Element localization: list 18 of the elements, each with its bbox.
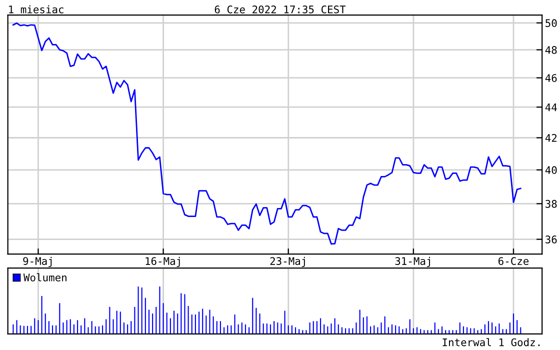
chart-subtitle: 6 Cze 2022 17:35 CEST [214, 5, 346, 14]
legend-label: Wolumen [23, 273, 66, 282]
x-tick-label: 23-Maj [270, 256, 305, 268]
y-tick-label: 44 [545, 104, 557, 112]
y-tick-label: 42 [545, 134, 557, 142]
y-tick-label: 40 [545, 166, 557, 174]
chart-title: 1 miesiac [9, 5, 64, 14]
text: Interwal 1 Godz. [442, 338, 540, 346]
x-tick-label: 31-Maj [395, 256, 430, 268]
x-tick-label: 6-Cze [498, 257, 529, 265]
y-tick-label: 48 [545, 46, 557, 54]
y-tick-label: 36 [546, 236, 557, 244]
y-tick-label: 46 [545, 74, 557, 82]
y-tick-label: 38 [546, 200, 557, 208]
y-tick-label: 50 [546, 19, 557, 28]
line-series [12, 22, 522, 245]
x-tick-label: 9-Maj [23, 256, 52, 268]
x-tick-label: 16-Maj [146, 256, 180, 268]
